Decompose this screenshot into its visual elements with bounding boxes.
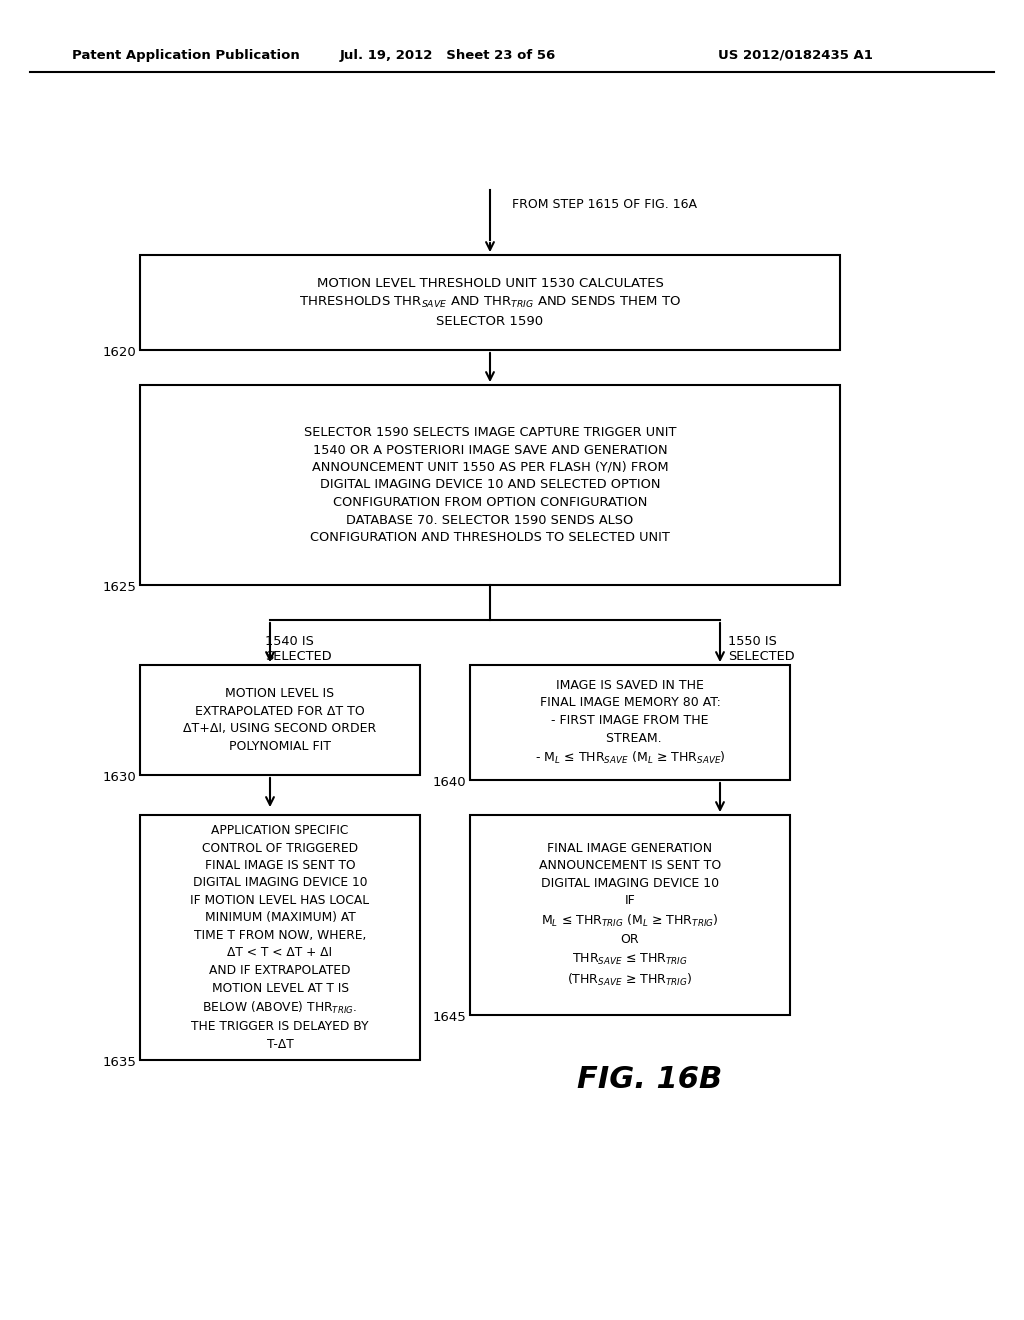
Text: MOTION LEVEL IS
EXTRAPOLATED FOR ΔT TO
ΔT+ΔI, USING SECOND ORDER
POLYNOMIAL FIT: MOTION LEVEL IS EXTRAPOLATED FOR ΔT TO Δ… [183,688,377,752]
Text: Jul. 19, 2012   Sheet 23 of 56: Jul. 19, 2012 Sheet 23 of 56 [340,49,556,62]
Text: 1635: 1635 [102,1056,136,1069]
Text: 1640: 1640 [432,776,466,789]
Text: Patent Application Publication: Patent Application Publication [72,49,300,62]
Text: MOTION LEVEL THRESHOLD UNIT 1530 CALCULATES
THRESHOLDS THR$_{SAVE}$ AND THR$_{TR: MOTION LEVEL THRESHOLD UNIT 1530 CALCULA… [299,277,681,327]
Text: 1645: 1645 [432,1011,466,1024]
Bar [140,814,420,1060]
Text: FIG. 16B: FIG. 16B [578,1065,723,1094]
Text: APPLICATION SPECIFIC
CONTROL OF TRIGGERED
FINAL IMAGE IS SENT TO
DIGITAL IMAGING: APPLICATION SPECIFIC CONTROL OF TRIGGERE… [190,824,370,1051]
Bar [140,665,420,775]
Text: 1630: 1630 [102,771,136,784]
Text: 1550 IS
SELECTED: 1550 IS SELECTED [728,635,795,663]
Text: SELECTOR 1590 SELECTS IMAGE CAPTURE TRIGGER UNIT
1540 OR A POSTERIORI IMAGE SAVE: SELECTOR 1590 SELECTS IMAGE CAPTURE TRIG… [304,426,676,544]
Text: FINAL IMAGE GENERATION
ANNOUNCEMENT IS SENT TO
DIGITAL IMAGING DEVICE 10
IF
M$_L: FINAL IMAGE GENERATION ANNOUNCEMENT IS S… [539,842,721,989]
Bar [470,665,790,780]
Bar [140,255,840,350]
Text: 1625: 1625 [102,581,136,594]
Text: FROM STEP 1615 OF FIG. 16A: FROM STEP 1615 OF FIG. 16A [512,198,697,211]
Text: 1540 IS
SELECTED: 1540 IS SELECTED [265,635,332,663]
Text: IMAGE IS SAVED IN THE
FINAL IMAGE MEMORY 80 AT:
- FIRST IMAGE FROM THE
  STREAM.: IMAGE IS SAVED IN THE FINAL IMAGE MEMORY… [535,678,725,766]
Text: US 2012/0182435 A1: US 2012/0182435 A1 [718,49,872,62]
Bar [470,814,790,1015]
Bar [140,385,840,585]
Text: 1620: 1620 [102,346,136,359]
